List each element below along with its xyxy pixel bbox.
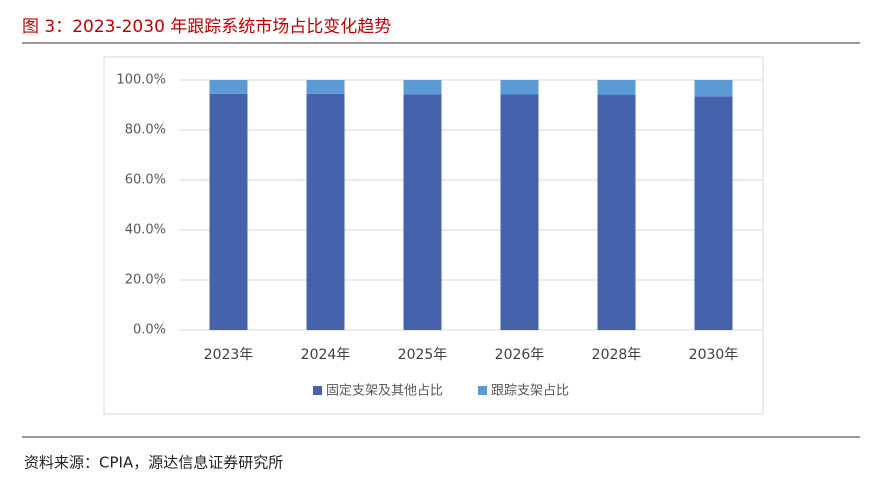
- x-tick-label: 2026年: [495, 347, 545, 363]
- bar-segment: [500, 94, 539, 330]
- y-tick-label: 40.0%: [125, 223, 166, 238]
- bar-segment: [306, 93, 345, 330]
- y-tick-label: 20.0%: [125, 273, 166, 288]
- legend-swatch: [313, 386, 322, 395]
- legend-swatch: [478, 386, 487, 395]
- chart-frame: [103, 56, 764, 415]
- source-note: 资料来源：CPIA，源达信息证券研究所: [24, 454, 283, 472]
- bar-segment: [403, 80, 442, 95]
- bar-segment: [597, 95, 636, 330]
- bar-segment: [209, 80, 248, 94]
- x-tick-label: 2023年: [204, 347, 254, 363]
- bar-segment: [209, 93, 248, 330]
- bar-segment: [597, 80, 636, 95]
- y-tick-label: 100.0%: [116, 73, 166, 88]
- bar-segment: [694, 80, 733, 97]
- y-tick-label: 80.0%: [125, 123, 166, 138]
- legend-label: 固定支架及其他占比: [326, 384, 443, 399]
- x-tick-label: 2025年: [398, 347, 448, 363]
- y-tick-label: 0.0%: [133, 323, 166, 338]
- x-tick-label: 2030年: [689, 347, 739, 363]
- x-tick-label: 2028年: [592, 347, 642, 363]
- x-tick-label: 2024年: [301, 347, 351, 363]
- bar-segment: [694, 96, 733, 330]
- legend-label: 跟踪支架占比: [491, 384, 569, 399]
- bar-segment: [306, 80, 345, 94]
- bar-segment: [500, 80, 539, 95]
- chart-title: 图 3：2023-2030 年跟踪系统市场占比变化趋势: [22, 17, 391, 37]
- bar-segment: [403, 94, 442, 330]
- y-tick-label: 60.0%: [125, 173, 166, 188]
